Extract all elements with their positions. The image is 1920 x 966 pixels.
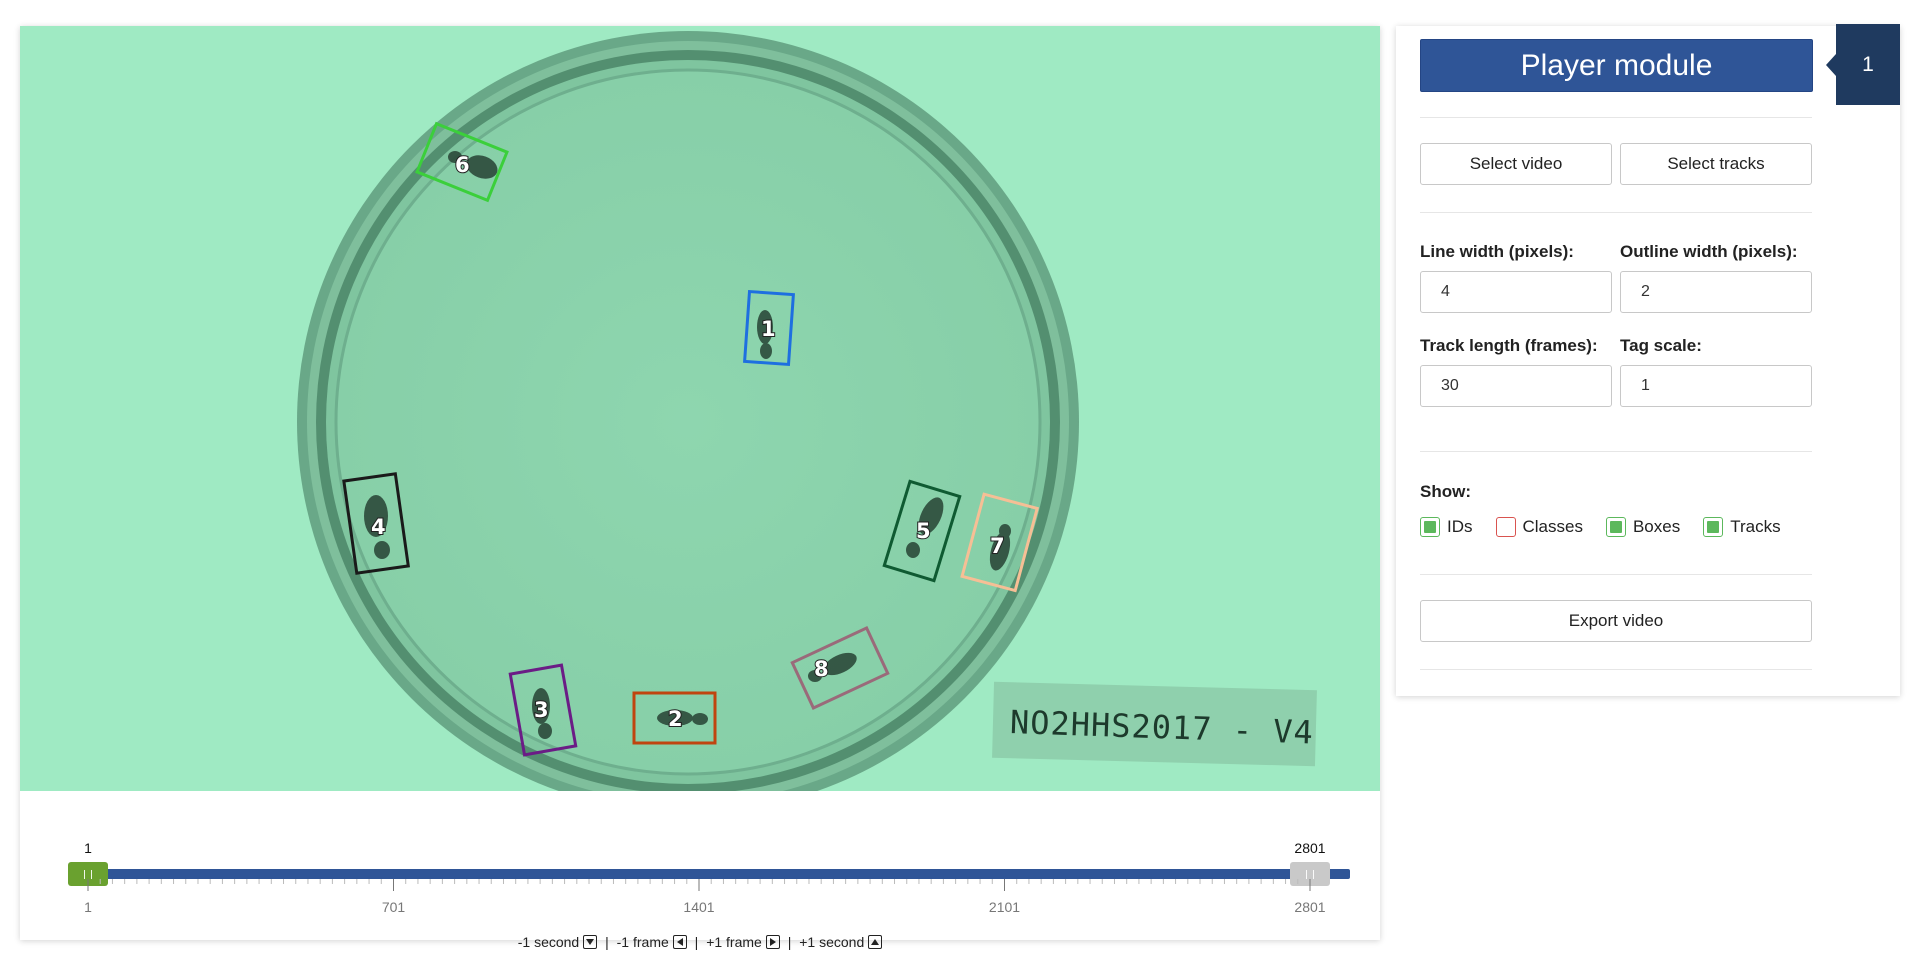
- slider-start-value: 1: [84, 840, 92, 856]
- panel-title: Player module: [1420, 39, 1813, 92]
- checkbox-label: Classes: [1522, 517, 1583, 536]
- bounding-box-5[interactable]: 5: [882, 479, 962, 583]
- select-video-button[interactable]: Select video: [1420, 143, 1612, 185]
- divider: [1420, 669, 1812, 670]
- insects: [364, 151, 1011, 739]
- tick-label: 2101: [988, 899, 1021, 915]
- checkbox-checked-icon: [1703, 517, 1724, 537]
- plus-second-control[interactable]: +1 second: [799, 933, 883, 951]
- petri-dish: [297, 31, 1079, 791]
- dish-label-sticker: NO2HHS2017 - V4: [992, 681, 1317, 767]
- slider-end-value: 2801: [1294, 840, 1326, 856]
- video-frame[interactable]: NO2HHS2017 - V4 1 2: [20, 26, 1380, 791]
- minus-frame-control[interactable]: -1 frame: [617, 933, 687, 951]
- bounding-box-1-id: 1: [761, 317, 776, 341]
- arrow-right-key-icon: [765, 935, 780, 949]
- bounding-box-6[interactable]: 6: [415, 121, 509, 203]
- bounding-box-5-id: 5: [916, 519, 931, 543]
- line-width-label: Line width (pixels):: [1420, 242, 1574, 261]
- bounding-box-2-rect: [632, 691, 717, 745]
- frame-navigation: -1 second | -1 frame | +1 frame | +1 sec…: [20, 933, 1380, 951]
- module-badge: 1: [1826, 24, 1900, 105]
- bounding-box-3-id: 3: [534, 698, 549, 722]
- tag-scale-label: Tag scale:: [1620, 336, 1702, 355]
- slider-track[interactable]: [88, 869, 1350, 879]
- bounding-box-1-rect: [743, 289, 795, 367]
- divider: [1420, 574, 1812, 575]
- video-card: NO2HHS2017 - V4 1 2: [20, 26, 1380, 950]
- minus-second-label: -1 second: [517, 934, 580, 950]
- divider: [1420, 117, 1812, 118]
- show-classes-checkbox[interactable]: Classes: [1495, 517, 1583, 537]
- bounding-box-3-rect: [508, 663, 578, 757]
- grip-icon: [1306, 869, 1314, 879]
- checkbox-checked-icon: [1605, 517, 1626, 537]
- checkbox-label: IDs: [1447, 517, 1473, 536]
- checkbox-checked-icon: [1420, 517, 1440, 537]
- video-canvas: NO2HHS2017 - V4 1 2: [20, 26, 1380, 791]
- bounding-box-8-id: 8: [814, 657, 829, 681]
- plus-frame-label: +1 frame: [706, 934, 762, 950]
- arrow-down-key-icon: [583, 935, 598, 949]
- player-panel: Player module Select video Select tracks…: [1396, 26, 1900, 696]
- show-label: Show:: [1420, 482, 1471, 501]
- bounding-box-7[interactable]: 7: [960, 492, 1040, 593]
- bounding-box-4[interactable]: 4: [342, 472, 410, 575]
- separator: |: [605, 934, 609, 950]
- arrow-left-key-icon: [672, 935, 687, 949]
- bounding-box-4-id: 4: [371, 515, 386, 539]
- bounding-box-2-id: 2: [668, 707, 683, 731]
- show-boxes-checkbox[interactable]: Boxes: [1605, 517, 1681, 537]
- track-length-label: Track length (frames):: [1420, 336, 1598, 355]
- bounding-box-7-rect: [960, 492, 1040, 593]
- plus-frame-control[interactable]: +1 frame: [706, 933, 780, 951]
- minus-second-control[interactable]: -1 second: [517, 933, 598, 951]
- outline-width-label: Outline width (pixels):: [1620, 242, 1798, 261]
- bounding-box-6-rect: [415, 121, 509, 203]
- export-video-button[interactable]: Export video: [1420, 600, 1812, 642]
- outline-width-input[interactable]: [1620, 271, 1812, 313]
- bounding-box-8-rect: [790, 626, 890, 710]
- bounding-box-3[interactable]: 3: [508, 663, 578, 757]
- show-options: IDs Classes Boxes Tracks: [1420, 517, 1804, 537]
- checkbox-label: Boxes: [1632, 517, 1681, 536]
- tick-label: 2801: [1294, 899, 1326, 915]
- select-tracks-button[interactable]: Select tracks: [1620, 143, 1812, 185]
- tick-label: 701: [381, 899, 406, 915]
- bounding-box-4-rect: [342, 472, 410, 575]
- line-width-input[interactable]: [1420, 271, 1612, 313]
- grip-icon: [84, 869, 92, 879]
- minus-frame-label: -1 frame: [616, 934, 669, 950]
- slider-ticks: [87, 879, 1311, 891]
- tick-label: 1: [84, 899, 92, 915]
- plus-second-label: +1 second: [799, 934, 865, 950]
- divider: [1420, 212, 1812, 213]
- arrow-up-key-icon: [868, 935, 883, 949]
- bounding-box-6-id: 6: [455, 153, 470, 177]
- bounding-box-2[interactable]: 2: [632, 691, 717, 745]
- show-tracks-checkbox[interactable]: Tracks: [1703, 517, 1781, 537]
- tick-label: 1401: [683, 899, 715, 915]
- bounding-box-5-rect: [882, 479, 962, 583]
- checkbox-unchecked-icon: [1495, 517, 1516, 537]
- separator: |: [694, 934, 699, 950]
- bounding-box-7-id: 7: [990, 534, 1005, 558]
- checkbox-label: Tracks: [1730, 517, 1781, 536]
- bounding-box-8[interactable]: 8: [790, 626, 890, 710]
- separator: |: [787, 934, 792, 950]
- track-length-input[interactable]: [1420, 365, 1612, 407]
- divider: [1420, 451, 1812, 452]
- bounding-box-1[interactable]: 1: [743, 289, 795, 367]
- frame-slider: 1 2801 1 701 1401 2101 2801 -1 second | -1 f…: [20, 791, 1380, 950]
- tag-scale-input[interactable]: [1620, 365, 1812, 407]
- show-ids-checkbox[interactable]: IDs: [1420, 517, 1473, 537]
